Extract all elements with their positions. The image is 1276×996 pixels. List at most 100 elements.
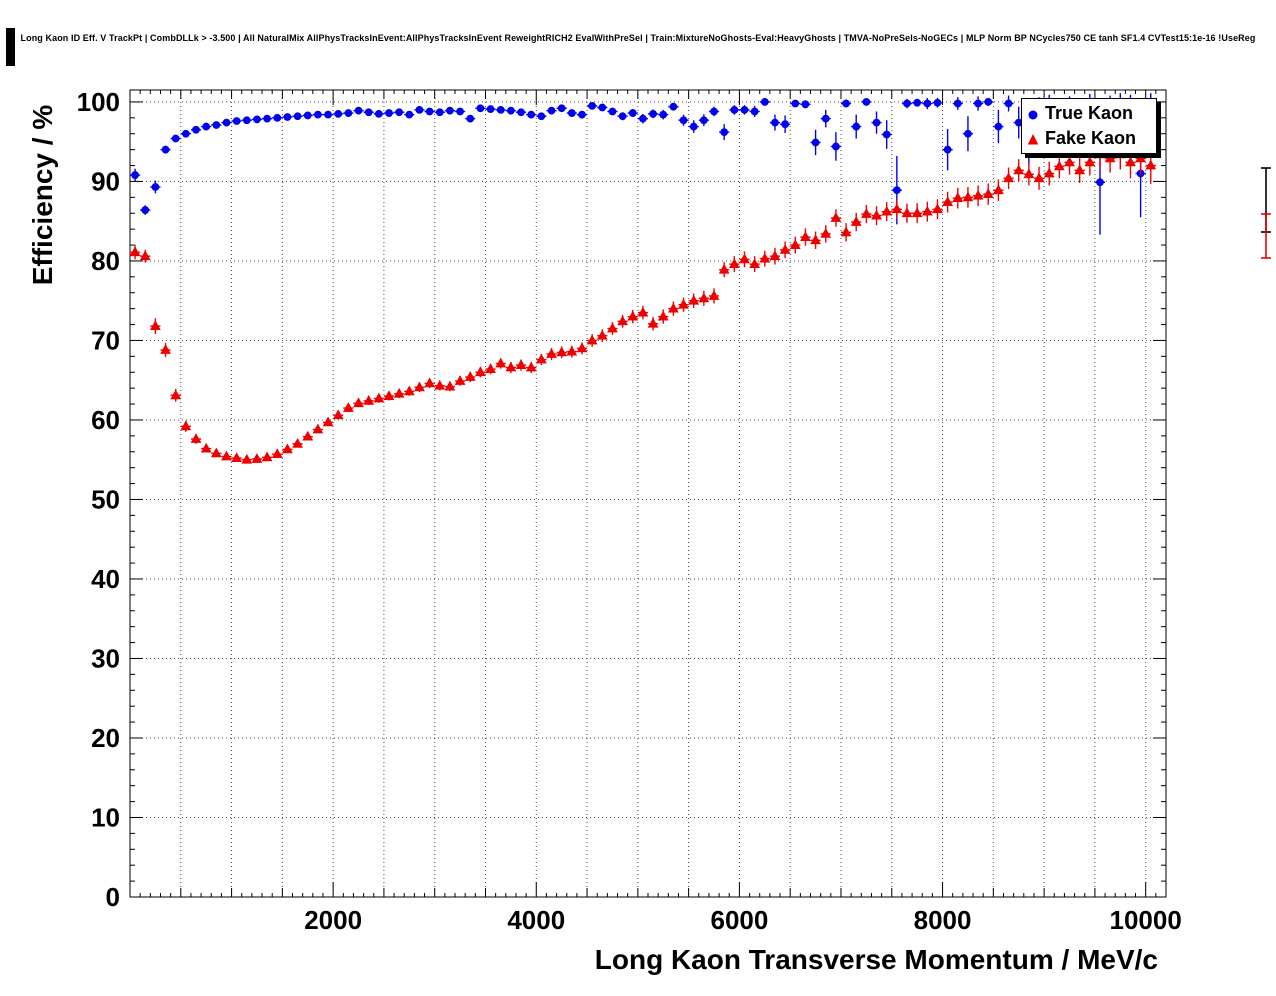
data-point <box>200 442 212 453</box>
data-point <box>1104 152 1116 163</box>
data-point <box>517 108 525 117</box>
data-point <box>202 122 211 131</box>
data-point <box>586 334 598 345</box>
data-point <box>850 216 862 226</box>
data-point <box>454 375 466 385</box>
data-point <box>322 416 334 427</box>
data-point <box>393 387 405 398</box>
data-point <box>505 361 517 372</box>
data-point <box>567 109 576 117</box>
data-point <box>161 145 170 154</box>
data-point <box>710 107 718 116</box>
data-point <box>933 98 942 107</box>
data-point <box>627 310 639 321</box>
data-point <box>993 184 1004 195</box>
data-point <box>810 234 821 245</box>
data-point <box>932 203 943 214</box>
data-point <box>781 120 790 129</box>
y-tick-label: 90 <box>91 166 120 196</box>
data-point <box>364 108 373 117</box>
data-point <box>903 99 911 108</box>
data-point <box>151 183 160 191</box>
data-point <box>659 110 668 119</box>
y-tick-label: 40 <box>91 564 120 594</box>
data-point <box>395 108 404 117</box>
data-point <box>678 298 689 309</box>
data-point <box>231 452 243 463</box>
data-point <box>689 122 698 131</box>
data-point <box>901 207 913 218</box>
data-point <box>832 142 840 151</box>
data-point <box>840 226 852 237</box>
data-point <box>974 99 982 108</box>
data-point <box>1043 167 1055 178</box>
y-tick-label: 30 <box>91 643 120 673</box>
data-point <box>769 250 781 261</box>
data-point <box>535 353 547 364</box>
data-point <box>982 188 994 199</box>
data-point <box>791 99 800 108</box>
data-point <box>292 437 303 448</box>
data-point <box>1003 172 1014 183</box>
data-point <box>506 106 515 115</box>
data-point <box>476 104 485 113</box>
data-point <box>698 292 710 303</box>
data-point <box>537 112 546 121</box>
data-point <box>344 109 353 117</box>
data-point <box>862 98 871 106</box>
data-point <box>160 344 171 354</box>
grid <box>130 90 1166 897</box>
data-point <box>679 116 688 125</box>
plot-frame <box>129 89 1167 898</box>
data-point <box>253 115 261 124</box>
data-point <box>353 397 364 408</box>
data-point <box>354 106 363 115</box>
data-point <box>150 320 161 331</box>
true-kaon-marker-icon <box>1025 106 1041 122</box>
data-point <box>334 109 343 118</box>
data-point <box>669 102 678 111</box>
data-point <box>628 109 637 117</box>
data-point <box>618 112 627 121</box>
data-point <box>293 112 302 121</box>
data-point <box>1004 99 1013 108</box>
data-point <box>730 105 739 114</box>
data-point <box>759 252 771 263</box>
data-point <box>324 110 332 119</box>
data-point <box>374 109 383 118</box>
data-point <box>649 109 657 118</box>
data-point <box>546 348 557 358</box>
y-tick-label: 60 <box>91 405 120 435</box>
data-point <box>232 117 241 125</box>
data-point <box>657 310 669 321</box>
data-point <box>871 209 882 220</box>
data-point <box>598 103 607 112</box>
data-point <box>263 114 272 123</box>
data-point <box>984 98 993 106</box>
data-point <box>953 99 962 108</box>
data-point <box>496 105 505 114</box>
data-point <box>434 379 446 390</box>
data-point <box>578 110 586 119</box>
data-point <box>466 114 475 123</box>
data-point <box>273 113 282 122</box>
data-point <box>475 366 486 377</box>
y-axis-title: Efficiency / % <box>27 104 58 286</box>
data-point <box>557 104 566 113</box>
data-point <box>891 203 903 214</box>
data-point <box>1064 156 1075 167</box>
data-point <box>668 302 679 313</box>
data-point <box>720 128 729 137</box>
right-edge-artifact <box>1261 167 1271 259</box>
y-tick-label: 10 <box>91 802 120 832</box>
data-point <box>771 118 779 127</box>
data-point <box>789 239 801 249</box>
data-point <box>363 395 375 405</box>
data-point <box>964 129 972 138</box>
x-tick-label: 6000 <box>710 905 768 935</box>
data-point <box>1084 156 1096 167</box>
data-point <box>130 246 141 257</box>
x-axis-title: Long Kaon Transverse Momentum / MeV/c <box>594 944 1158 975</box>
